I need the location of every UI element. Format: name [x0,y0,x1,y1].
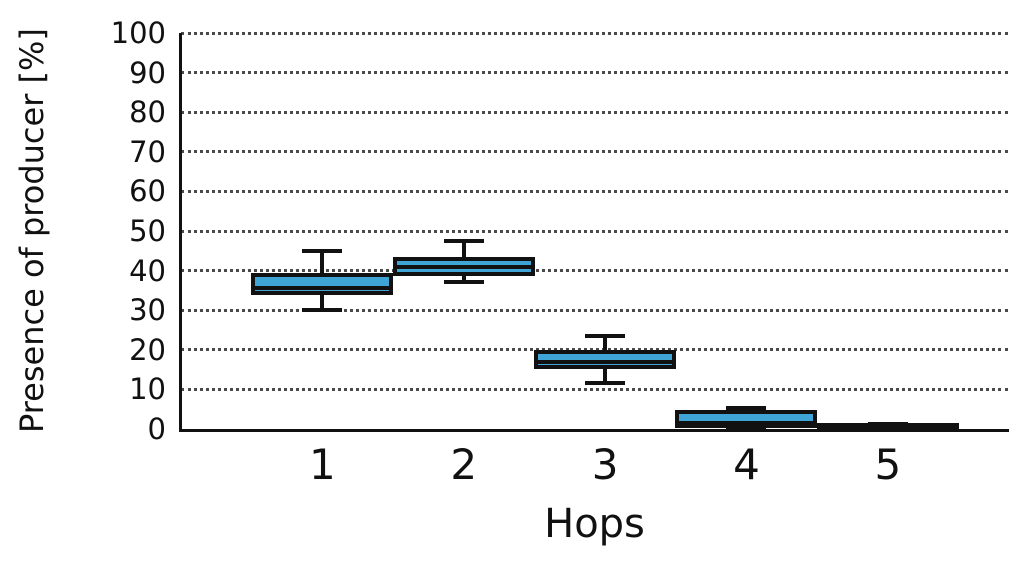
whisker-lower [461,272,466,283]
median-line [538,359,673,364]
median-line [396,264,531,269]
whisker-upper [320,250,325,275]
whisker-lower [603,365,608,384]
gridline-y-80 [181,110,1008,114]
whisker-upper [603,335,608,352]
x-tick-label-4: 4 [733,440,760,489]
y-tick-label-10: 10 [129,372,166,407]
y-tick-label-70: 70 [129,134,166,169]
y-tick-label-50: 50 [129,214,166,248]
whisker-cap-upper [726,406,767,411]
y-tick-label-40: 40 [129,253,166,288]
x-tick-label-2: 2 [450,440,478,489]
gridline-y-10 [181,387,1008,391]
y-tick-label-60: 60 [129,174,166,209]
x-tick-label-1: 1 [308,440,336,489]
median-line [679,421,814,426]
y-tick-label-0: 0 [147,412,166,446]
median-line [255,286,390,291]
gridline-y-100 [181,31,1008,35]
boxplot-box [251,272,394,296]
whisker-cap-upper [302,248,343,253]
gridline-y-30 [181,308,1008,312]
boxplot-box [675,409,818,429]
whisker-lower [320,292,325,311]
x-axis-spine [179,429,1009,432]
whisker-cap-lower [443,280,484,285]
gridline-y-40 [181,269,1008,273]
x-tick-label-5: 5 [874,440,902,489]
whisker-cap-upper [585,333,626,338]
gridline-y-50 [181,229,1008,233]
x-tick-label-3: 3 [591,440,619,489]
plot-area [181,31,1008,432]
gridline-y-70 [181,150,1008,154]
gridline-y-60 [181,189,1008,193]
y-tick-label-90: 90 [129,55,166,90]
whisker-upper [461,240,466,259]
gridline-y-90 [181,71,1008,75]
y-tick-label-100: 100 [110,16,166,50]
y-tick-label-30: 30 [129,293,166,328]
y-tick-label-20: 20 [129,332,166,367]
y-axis-spine [179,33,182,432]
y-tick-label-80: 80 [129,95,166,130]
x-axis-label: Hops [544,501,645,547]
whisker-cap-upper [443,238,484,243]
whisker-cap-lower [302,308,343,313]
boxplot-box [534,349,677,369]
whisker-cap-lower [585,381,626,386]
y-axis-label: Presence of producer [%] [13,28,51,434]
median-line [820,425,955,430]
